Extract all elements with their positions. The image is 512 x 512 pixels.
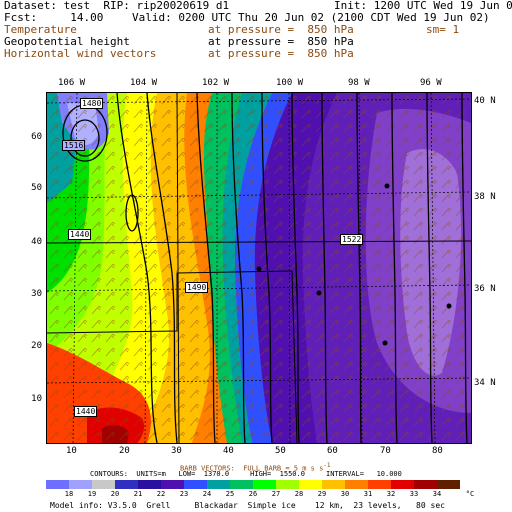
x-tick-60: 60 xyxy=(327,446,338,456)
x-tick-10: 10 xyxy=(66,446,77,456)
colorbar-label: 32 xyxy=(386,490,396,498)
contour-label-1440: 1440 xyxy=(68,229,92,240)
colorbar-swatch xyxy=(46,480,69,489)
contour-legend: CONTOURS: UNITS=m LOW= 1370.0 HIGH= 1550… xyxy=(90,470,402,478)
colorbar-label: 21 xyxy=(133,490,143,498)
colorbar-unit: °C xyxy=(465,490,475,498)
temperature-map xyxy=(46,92,472,444)
colorbar-label: 31 xyxy=(363,490,373,498)
field-temperature-name: Temperature xyxy=(4,23,77,36)
lat-label-40n: 40 N xyxy=(474,96,496,106)
colorbar-label: 24 xyxy=(202,490,212,498)
colorbar-swatch xyxy=(115,480,138,489)
x-tick-70: 70 xyxy=(380,446,391,456)
y-tick-20: 20 xyxy=(31,341,42,351)
y-tick-40: 40 xyxy=(31,237,42,247)
field-wind-level: at pressure = 850 hPa xyxy=(208,47,354,60)
colorbar-label: 29 xyxy=(317,490,327,498)
colorbar-label: 27 xyxy=(271,490,281,498)
lat-label-36n: 36 N xyxy=(474,284,496,294)
contour-label-1490: 1490 xyxy=(185,282,209,293)
colorbar-label: 25 xyxy=(225,490,235,498)
colorbar-label: 22 xyxy=(156,490,166,498)
colorbar-swatch xyxy=(276,480,299,489)
x-tick-40: 40 xyxy=(223,446,234,456)
lat-label-34n: 34 N xyxy=(474,378,496,388)
field-height-level: at pressure = 850 hPa xyxy=(208,35,354,48)
colorbar-swatch xyxy=(391,480,414,489)
colorbar-swatch xyxy=(253,480,276,489)
map-canvas xyxy=(47,93,471,443)
colorbar-swatch xyxy=(69,480,92,489)
colorbar-swatch xyxy=(92,480,115,489)
colorbar-swatch xyxy=(184,480,207,489)
colorbar-label: 26 xyxy=(248,490,258,498)
x-tick-30: 30 xyxy=(171,446,182,456)
colorbar-swatch xyxy=(345,480,368,489)
x-tick-80: 80 xyxy=(432,446,443,456)
lon-label-96w: 96 W xyxy=(420,78,442,88)
lon-label-106w: 106 W xyxy=(58,78,86,88)
y-tick-50: 50 xyxy=(31,183,42,193)
contour-label-1516: 1516 xyxy=(62,140,86,151)
contour-label-1440-south: 1440 xyxy=(74,406,98,417)
y-tick-60: 60 xyxy=(31,132,42,142)
colorbar-label: 30 xyxy=(340,490,350,498)
colorbar-swatch xyxy=(414,480,437,489)
city-markers xyxy=(256,183,452,346)
field-temperature-level: at pressure = 850 hPa xyxy=(208,23,354,36)
lon-label-98w: 98 W xyxy=(348,78,370,88)
field-wind-name: Horizontal wind vectors xyxy=(4,47,157,60)
colorbar-label: 33 xyxy=(409,490,419,498)
colorbar-swatch xyxy=(230,480,253,489)
colorbar-swatch xyxy=(437,480,460,489)
colorbar-label: 34 xyxy=(432,490,442,498)
dataset-line: Dataset: test RIP: rip20020619 d1 xyxy=(4,0,230,12)
colorbar-swatch xyxy=(322,480,345,489)
init-time: Init: 1200 UTC Wed 19 Jun 02 xyxy=(334,0,512,12)
contour-label-1522: 1522 xyxy=(340,234,364,245)
x-tick-20: 20 xyxy=(119,446,130,456)
colorbar-swatch xyxy=(299,480,322,489)
model-info: Model info: V3.5.0 Grell Blackadar Simpl… xyxy=(50,501,445,510)
lon-label-100w: 100 W xyxy=(276,78,304,88)
colorbar-label: 23 xyxy=(179,490,189,498)
lat-lon-grid xyxy=(47,93,471,443)
colorbar-swatch xyxy=(207,480,230,489)
colorbar-label: 19 xyxy=(87,490,97,498)
field-height-name: Geopotential height xyxy=(4,35,130,48)
barb-legend: BARB VECTORS: FULL BARB = 5 m s s-1 xyxy=(180,462,331,473)
colorbar-label: 28 xyxy=(294,490,304,498)
height-contours xyxy=(62,93,468,443)
contour-label-1480: 1480 xyxy=(80,98,104,109)
lon-label-104w: 104 W xyxy=(130,78,158,88)
forecast-hour: Fcst: 14.00 xyxy=(4,11,104,24)
colorbar-label: 20 xyxy=(110,490,120,498)
colorbar-swatch xyxy=(161,480,184,489)
y-tick-30: 30 xyxy=(31,289,42,299)
lat-label-38n: 38 N xyxy=(474,192,496,202)
lon-label-102w: 102 W xyxy=(202,78,230,88)
x-tick-50: 50 xyxy=(275,446,286,456)
field-temperature-smoothing: sm= 1 xyxy=(426,23,460,36)
colorbar-label: 18 xyxy=(64,490,74,498)
colorbar-swatch xyxy=(138,480,161,489)
valid-time: Valid: 0200 UTC Thu 20 Jun 02 (2100 CDT … xyxy=(132,11,490,24)
state-borders xyxy=(47,93,471,443)
colorbar-swatch xyxy=(368,480,391,489)
y-tick-10: 10 xyxy=(31,394,42,404)
